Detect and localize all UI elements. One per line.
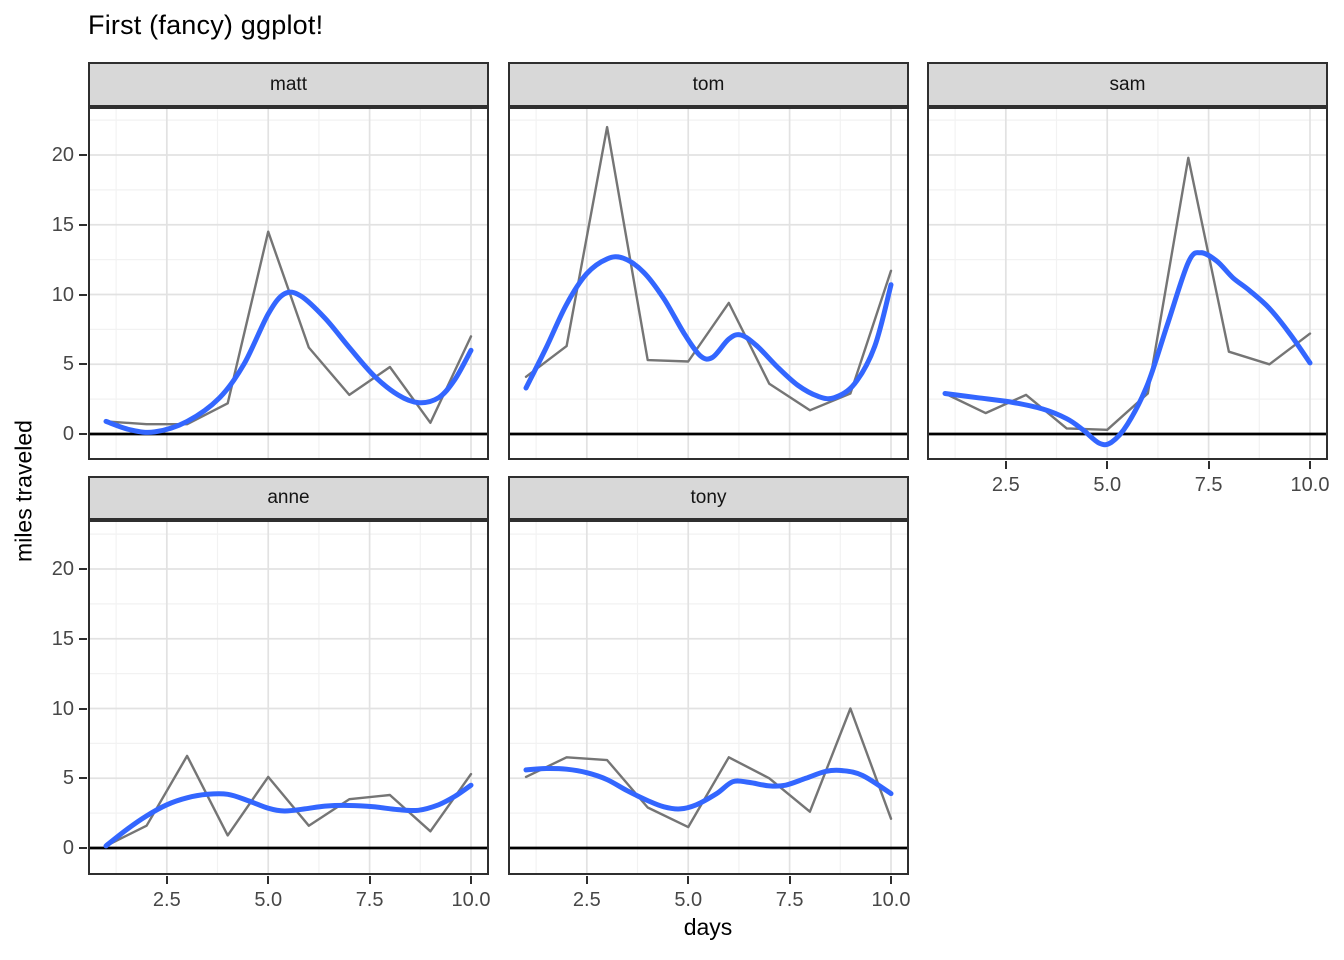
raw-data-line [524, 707, 893, 829]
y-tick-mark [79, 223, 87, 226]
raw-data-line [104, 230, 473, 426]
facet-strip-label: sam [1109, 73, 1146, 95]
x-tick-mark [1308, 461, 1311, 469]
y-tick-mark [79, 154, 87, 156]
smooth-line [103, 289, 474, 435]
y-tick-label: 0 [62, 423, 74, 445]
facet-panel-tony [508, 520, 909, 875]
x-tick-mark [469, 876, 472, 884]
facet-strip-sam: sam [927, 62, 1328, 107]
x-tick-mark [1207, 461, 1210, 469]
panel-border [88, 520, 489, 875]
x-tick-label: 7.5 [1194, 474, 1223, 496]
y-tick-label: 10 [51, 697, 74, 720]
x-tick-mark [687, 876, 690, 884]
smooth-line [523, 765, 894, 812]
x-tick-label: 2.5 [991, 474, 1020, 496]
facet-panel-sam [927, 107, 1328, 460]
x-tick-mark [1004, 461, 1007, 469]
plot-title: First (fancy) ggplot! [88, 10, 324, 40]
x-tick-label: 2.5 [572, 889, 601, 911]
facet-panel-matt [88, 107, 489, 460]
x-tick-label: 10.0 [1290, 474, 1330, 496]
y-tick-label: 5 [62, 767, 74, 790]
facet-strip-label: tom [692, 73, 725, 95]
y-tick-label: 15 [51, 213, 74, 236]
facet-strip-matt: matt [88, 62, 489, 107]
panel-border [88, 107, 489, 460]
y-tick-mark [79, 637, 87, 640]
x-tick-mark [889, 876, 892, 884]
x-tick-mark [1106, 461, 1109, 469]
x-tick-label: 7.5 [355, 889, 384, 911]
smooth-line [523, 254, 894, 402]
x-axis-title: days [683, 914, 733, 940]
x-tick-label: 2.5 [152, 889, 181, 911]
y-tick-mark [79, 568, 87, 570]
x-tick-label: 10.0 [871, 889, 911, 911]
facet-strip-anne: anne [88, 476, 489, 520]
x-tick-label: 10.0 [451, 889, 491, 911]
facet-panel-anne [88, 520, 489, 875]
raw-data-line [943, 156, 1312, 431]
y-tick-mark [79, 363, 87, 366]
facet-strip-label: anne [267, 487, 310, 508]
x-tick-mark [368, 876, 371, 884]
y-tick-mark [79, 777, 87, 780]
y-tick-mark [79, 847, 87, 849]
y-tick-label: 15 [51, 627, 74, 650]
x-tick-label: 7.5 [775, 889, 804, 911]
y-tick-label: 5 [62, 353, 74, 376]
x-tick-label: 5.0 [254, 889, 283, 911]
y-tick-label: 10 [51, 283, 74, 306]
x-tick-mark [165, 876, 168, 884]
smooth-line [942, 250, 1313, 448]
panel-border [927, 107, 1328, 460]
facet-strip-tom: tom [508, 62, 909, 107]
x-tick-mark [788, 876, 791, 884]
x-tick-mark [267, 876, 270, 884]
x-tick-mark [585, 876, 588, 884]
y-tick-mark [79, 707, 87, 710]
smooth-line [103, 782, 474, 849]
facet-strip-label: tony [690, 487, 727, 508]
x-tick-label: 5.0 [674, 889, 703, 911]
facet-strip-label: matt [270, 73, 307, 95]
y-tick-mark [79, 293, 87, 296]
x-tick-label: 5.0 [1093, 474, 1122, 496]
y-tick-label: 20 [51, 558, 74, 580]
panel-border [508, 520, 909, 875]
raw-data-line [524, 125, 893, 412]
facet-panel-tom [508, 107, 909, 460]
y-tick-mark [79, 433, 87, 435]
facet-strip-tony: tony [508, 476, 909, 520]
y-tick-label: 0 [62, 837, 74, 859]
raw-data-line [104, 754, 473, 848]
panel-border [508, 107, 909, 460]
y-tick-label: 20 [51, 144, 74, 166]
